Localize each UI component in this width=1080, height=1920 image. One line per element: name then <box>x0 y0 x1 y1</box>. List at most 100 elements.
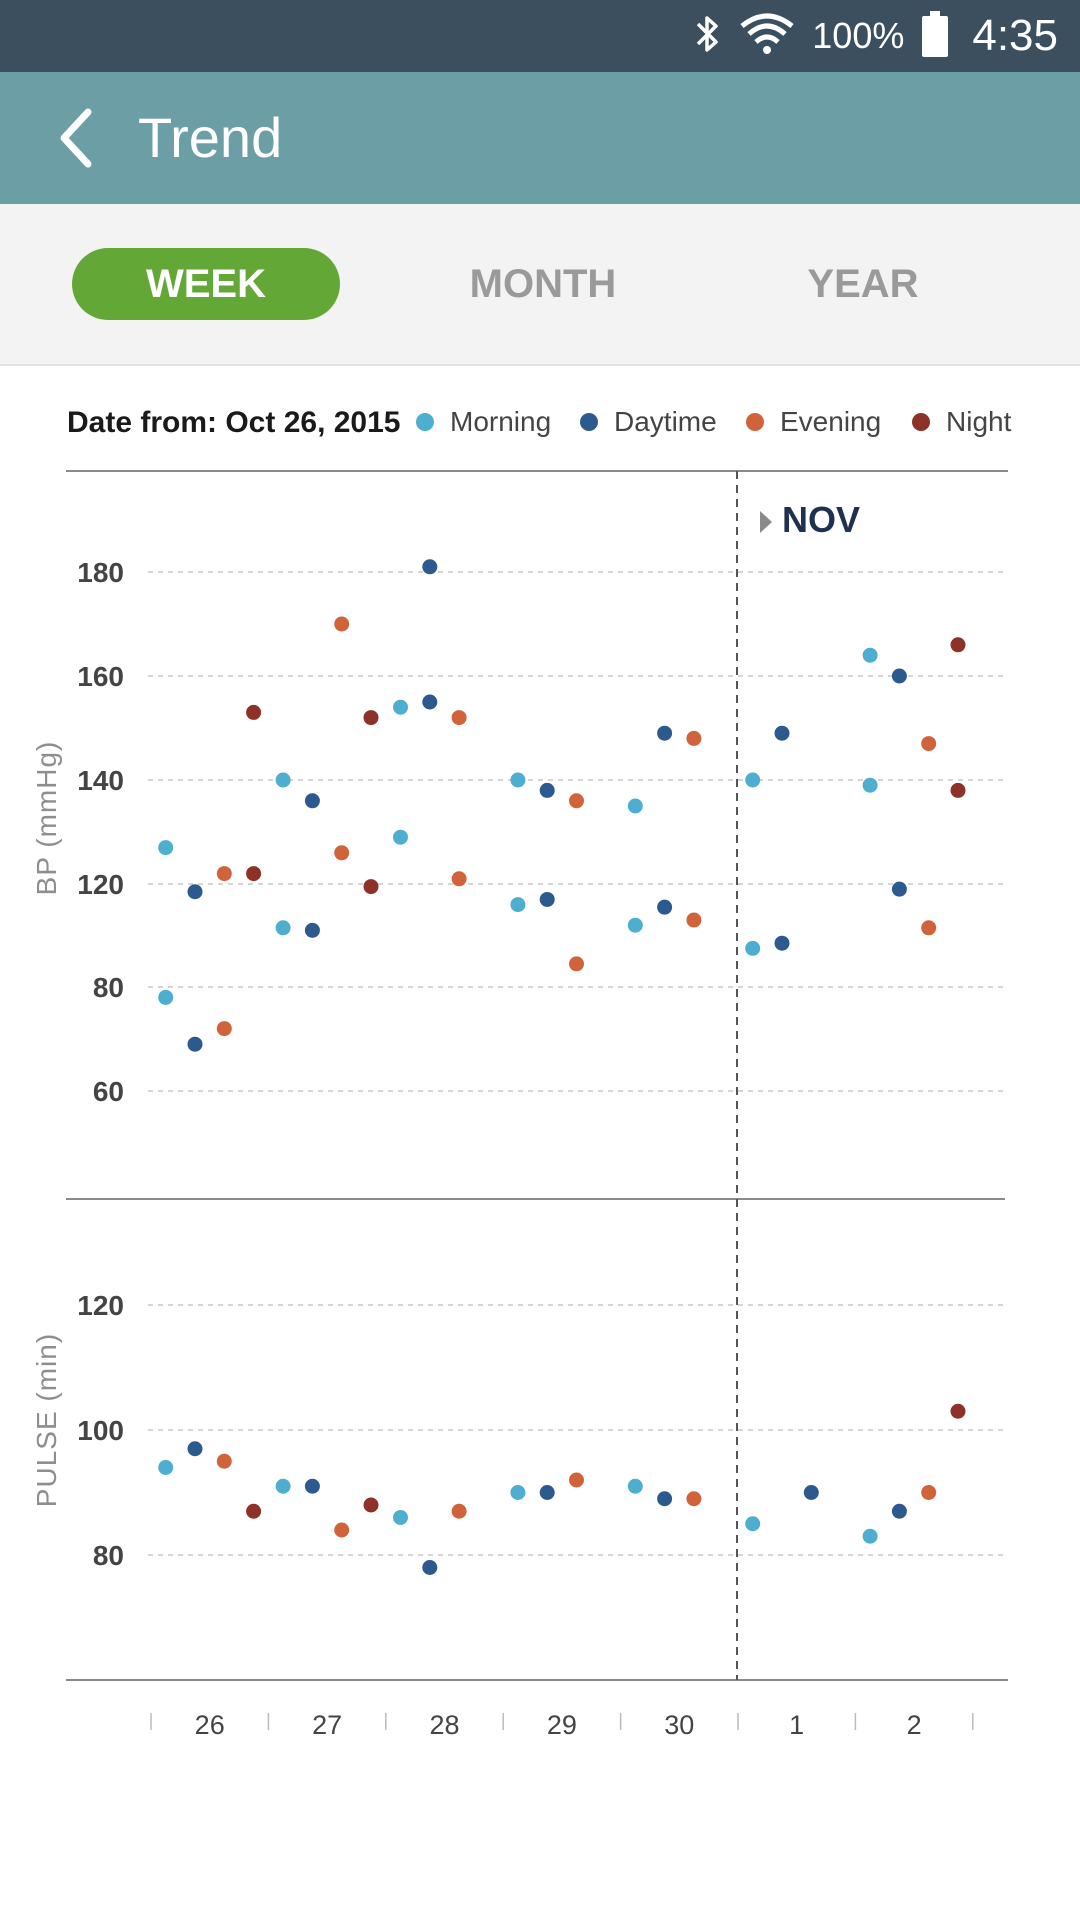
app-bar: Trend <box>0 72 1080 204</box>
pulse-point-daytime <box>539 1485 555 1500</box>
pulse-point-morning <box>627 1478 643 1494</box>
bp-point-night <box>246 704 262 720</box>
bp-point-morning <box>158 989 174 1005</box>
pulse-point-morning <box>275 1478 291 1494</box>
page-title: Trend <box>138 106 283 169</box>
bp-point-morning <box>393 829 408 845</box>
pulse-axis-title: PULSE (min) <box>31 1333 62 1507</box>
pulse-point-evening <box>686 1491 702 1507</box>
bp-point-morning <box>275 772 291 788</box>
tab-year[interactable]: YEAR <box>807 262 919 306</box>
pulse-point-morning <box>745 1516 761 1532</box>
month-label: NOV <box>782 499 860 540</box>
legend-label: Morning <box>450 406 552 437</box>
pulse-point-night <box>950 1403 966 1419</box>
clock: 4:35 <box>972 11 1058 60</box>
month-marker-arrow-icon <box>760 511 772 533</box>
bp-point-daytime <box>539 782 555 798</box>
pulse-point-morning <box>393 1510 408 1525</box>
bp-point-evening <box>451 710 467 726</box>
pulse-point-daytime <box>422 1560 438 1575</box>
x-tick-label: 30 <box>664 1710 694 1740</box>
pulse-point-night <box>363 1497 379 1513</box>
bp-point-daytime <box>891 668 907 684</box>
tab-week[interactable]: WEEK <box>72 248 340 320</box>
status-icons: 100% 4:35 <box>692 0 1058 72</box>
bp-point-morning <box>745 940 761 956</box>
pulse-point-evening <box>216 1453 232 1469</box>
bp-point-morning <box>275 920 291 936</box>
x-tick-label: 2 <box>907 1710 922 1740</box>
bp-point-daytime <box>539 891 555 907</box>
bp-point-morning <box>158 840 174 856</box>
period-tabs: WEEK MONTH YEAR <box>0 204 1080 366</box>
bp-point-evening <box>569 793 584 809</box>
chevron-left-icon <box>60 108 92 168</box>
bp-point-daytime <box>304 793 320 809</box>
legend-label: Evening <box>780 406 882 437</box>
pulse-y-tick-label: 80 <box>93 1540 124 1571</box>
bp-point-daytime <box>422 559 438 575</box>
pulse-point-evening <box>451 1503 467 1519</box>
bp-point-evening <box>686 730 702 746</box>
legend-item-evening: Evening <box>746 406 881 438</box>
bp-point-daytime <box>657 899 673 915</box>
pulse-point-daytime <box>891 1503 907 1519</box>
legend-label: Daytime <box>614 406 717 437</box>
bp-point-morning <box>745 772 761 788</box>
legend-dot <box>746 413 764 431</box>
bp-axis-title: BP (mmHg) <box>31 741 62 896</box>
bp-point-evening <box>686 912 702 928</box>
bp-y-tick-label: 80 <box>93 972 124 1003</box>
pulse-point-night <box>246 1503 262 1519</box>
bp-point-morning <box>862 777 878 793</box>
bp-point-evening <box>921 736 937 752</box>
bp-y-tick-label: 60 <box>93 1076 124 1107</box>
legend-item-morning: Morning <box>416 406 551 438</box>
bp-point-evening <box>334 845 350 861</box>
bp-point-daytime <box>422 694 438 710</box>
tab-month[interactable]: MONTH <box>469 262 617 306</box>
pulse-point-evening <box>921 1485 937 1500</box>
bp-point-night <box>950 782 966 798</box>
bp-point-evening <box>451 871 467 887</box>
bp-point-daytime <box>187 884 203 900</box>
bp-point-daytime <box>891 881 907 897</box>
bp-point-evening <box>216 1021 232 1037</box>
pulse-y-tick-label: 120 <box>77 1290 124 1321</box>
pulse-point-daytime <box>187 1441 203 1457</box>
status-bar: 100% 4:35 <box>0 0 1080 72</box>
x-tick-label: 28 <box>429 1710 459 1740</box>
bp-point-morning <box>510 772 526 788</box>
legend-item-night: Night <box>912 406 1011 438</box>
bp-point-night <box>246 866 262 882</box>
bp-point-evening <box>216 866 232 882</box>
bp-point-evening <box>921 920 937 936</box>
battery-icon <box>922 10 949 62</box>
battery-percent: 100% <box>812 15 905 56</box>
pulse-point-morning <box>862 1528 878 1544</box>
bp-point-daytime <box>657 725 673 741</box>
legend-item-daytime: Daytime <box>580 406 717 438</box>
x-tick-label: 1 <box>789 1710 804 1740</box>
back-button[interactable] <box>40 102 112 174</box>
bp-point-morning <box>862 647 878 663</box>
bp-point-evening <box>569 956 584 972</box>
bp-point-daytime <box>304 922 320 938</box>
pulse-point-daytime <box>657 1491 673 1507</box>
bp-point-morning <box>393 699 408 715</box>
bp-y-tick-label: 160 <box>77 661 124 692</box>
bp-point-morning <box>627 798 643 814</box>
pulse-point-evening <box>334 1522 350 1538</box>
bp-point-night <box>950 637 966 653</box>
bluetooth-icon <box>692 12 722 61</box>
x-tick-label: 29 <box>547 1710 577 1740</box>
bp-point-daytime <box>187 1036 203 1052</box>
bp-point-morning <box>627 917 643 933</box>
pulse-point-morning <box>510 1485 526 1500</box>
bp-y-tick-label: 140 <box>77 765 124 796</box>
legend-dot <box>416 413 434 431</box>
bp-point-daytime <box>774 935 790 951</box>
wifi-icon <box>740 12 794 61</box>
